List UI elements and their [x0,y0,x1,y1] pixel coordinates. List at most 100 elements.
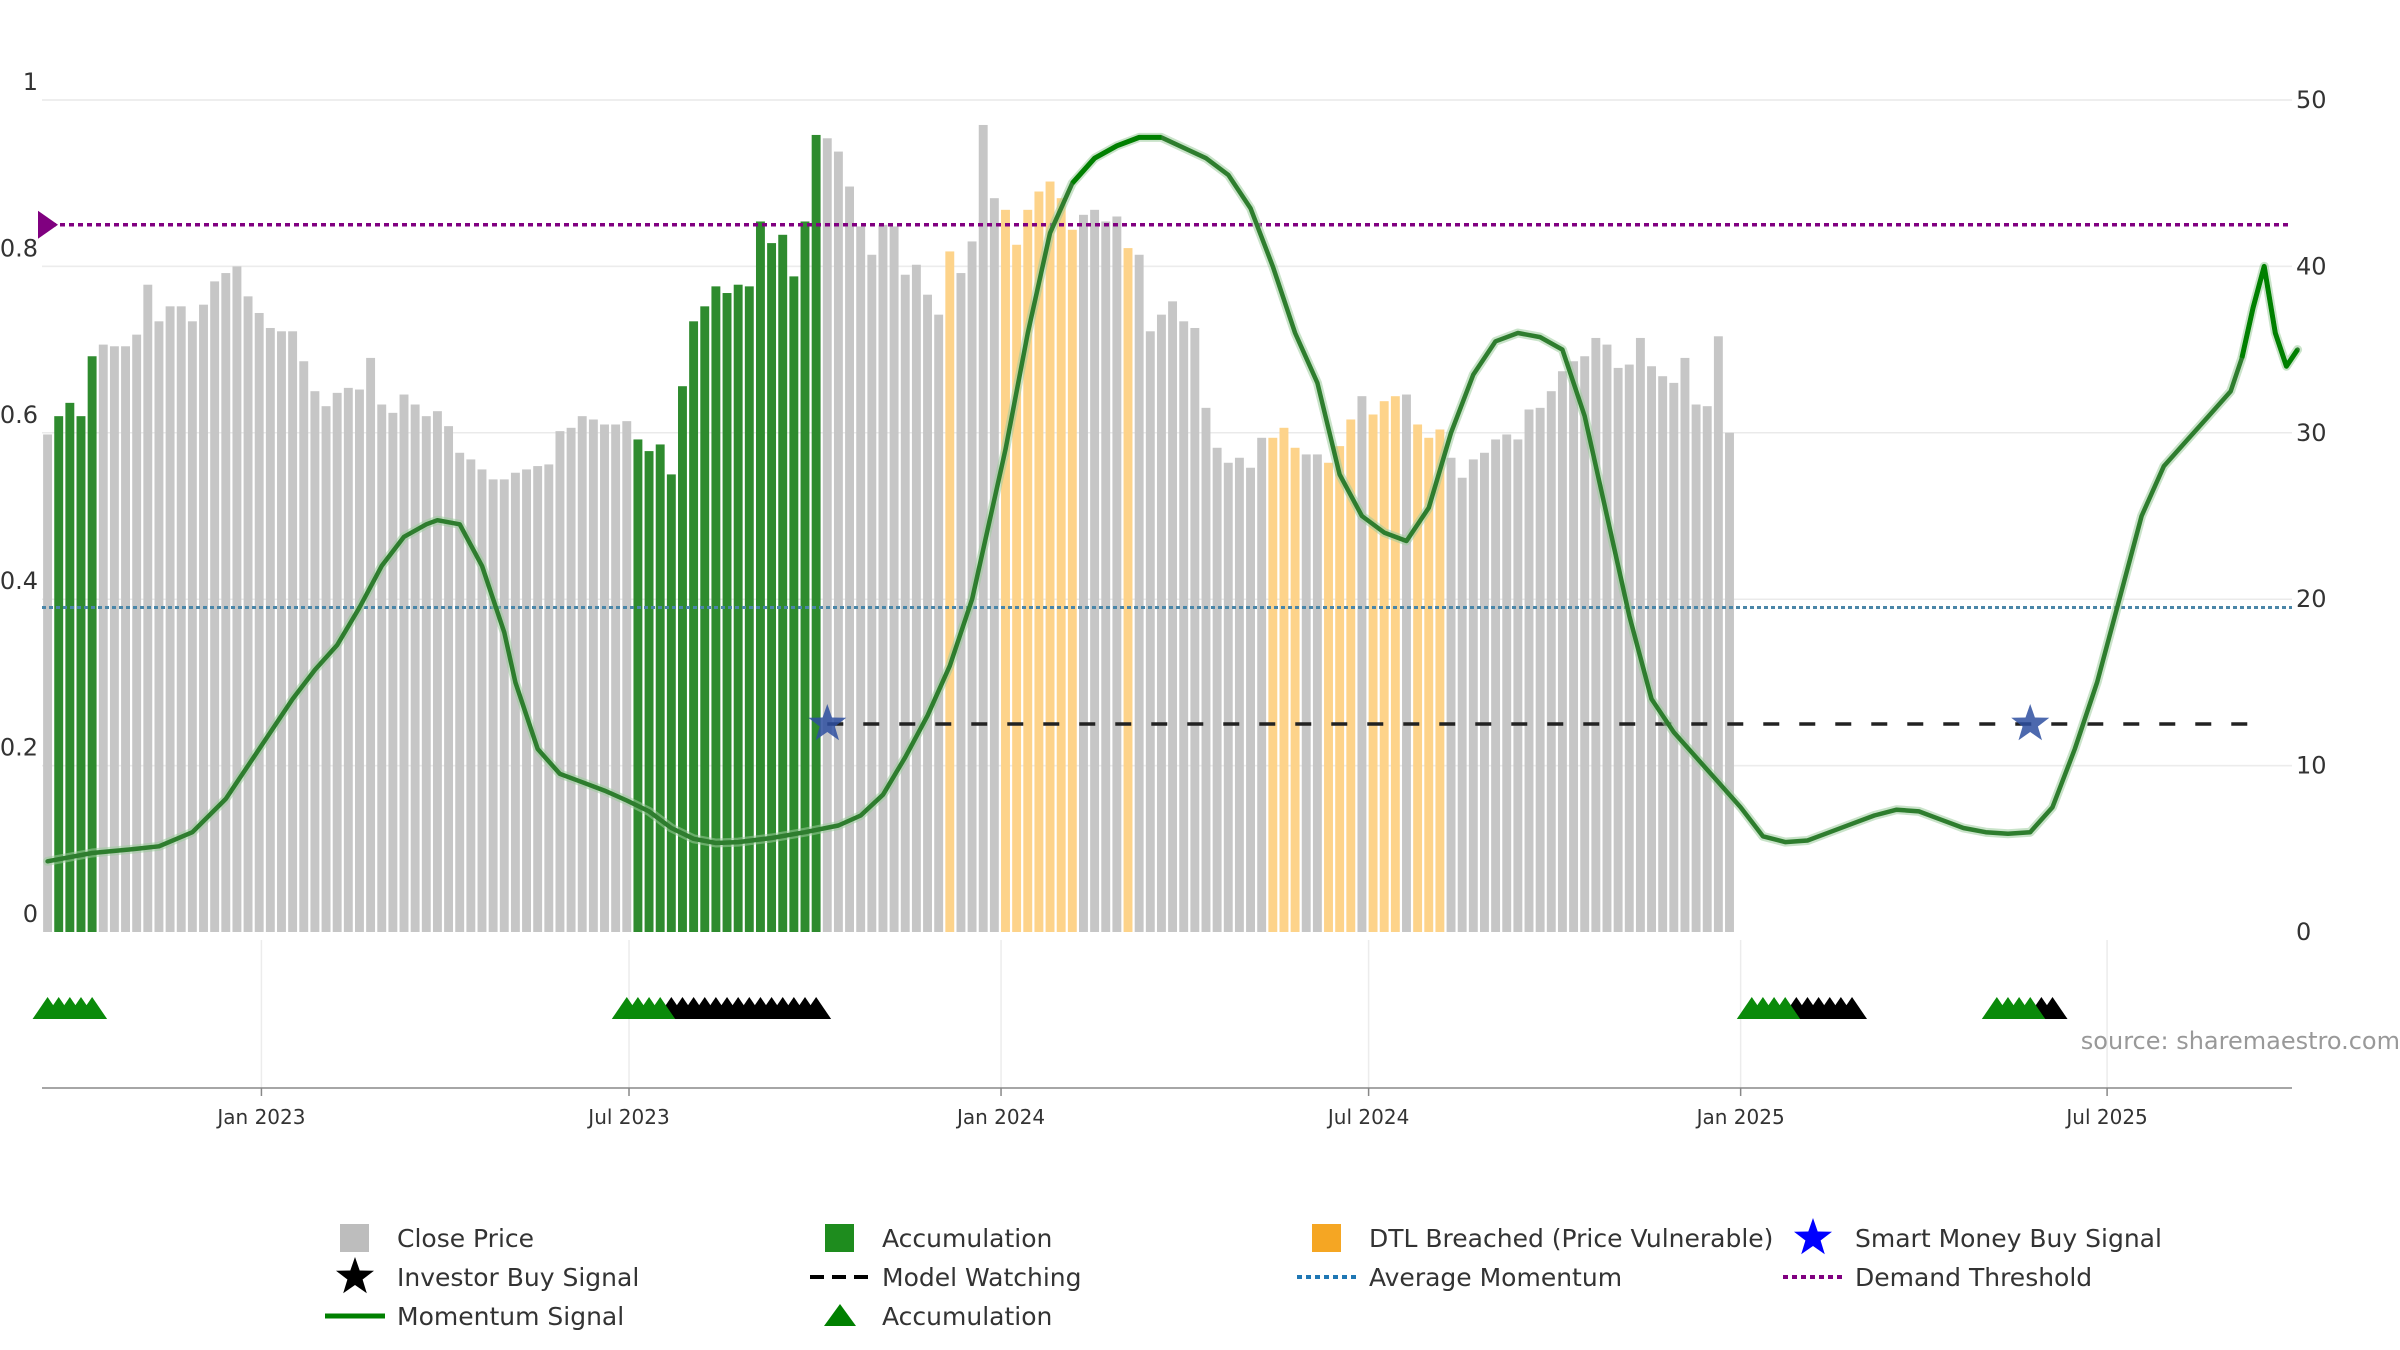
legend-item: Accumulation [824,1302,1052,1331]
left-axis-tick-label: 0.4 [0,567,38,595]
bar-close [1190,327,1200,932]
bar-close [1402,394,1411,932]
legend-label: Investor Buy Signal [397,1263,639,1292]
legend-item: Demand Threshold [1783,1263,2092,1292]
accumulation-marker [1770,997,1801,1019]
bar-close [1101,221,1111,933]
bar-close [956,273,966,932]
bar-dtl [1067,229,1077,933]
bar-acc [87,356,97,933]
bar-acc [744,286,754,932]
bar-close [1613,367,1623,932]
bar-close [1446,457,1456,932]
bar-close [455,452,465,932]
bar-close [577,416,587,932]
momentum-signal-strong [1070,134,1162,185]
bar-close [1246,467,1255,932]
legend-label: Accumulation [882,1224,1052,1253]
bar-close [1156,314,1166,932]
bar-close [1312,454,1322,932]
legend-swatch-triangle [824,1304,856,1326]
bar-close [900,274,910,933]
bar-close [499,479,509,932]
bar-close [1702,406,1712,932]
bar-close [477,469,487,932]
bar-close [1357,396,1367,932]
legend-item: Investor Buy Signal [336,1257,639,1294]
bar-close [856,226,866,933]
bar-close [1713,336,1723,933]
bar-close [833,151,843,933]
bar-acc [778,234,788,932]
bar-close [867,254,877,932]
bar-close [399,394,409,932]
bar-acc [666,474,676,932]
investor-buy-marker [801,997,832,1019]
right-axis-tick-label: 0 [2296,918,2311,946]
bar-close [1479,452,1489,932]
accumulation-marker [645,997,676,1019]
bar-close [1301,454,1311,932]
bar-close [1168,301,1178,932]
signal-markers [32,997,2068,1019]
demand-threshold-line [38,210,2292,239]
bar-close [354,389,364,932]
legend-swatch-square [1312,1224,1341,1252]
close-price-bars [43,124,1734,933]
bar-close [488,479,498,932]
bar-close [343,387,353,932]
bar-close [1201,407,1211,933]
bar-close [600,424,609,932]
bar-dtl [1413,424,1423,932]
bar-acc [54,416,64,932]
bar-close [299,361,309,932]
investor-buy-marker [1837,997,1868,1019]
bar-close [1524,409,1534,932]
source-label: source: sharemaestro.com [2081,1027,2400,1055]
bar-dtl [1268,437,1278,932]
bar-close [1546,391,1556,932]
bar-close [1602,344,1612,932]
bar-close [232,266,242,932]
bar-close [588,419,598,932]
x-axis-tick-label: Jan 2023 [215,1105,305,1129]
bar-close [1513,439,1523,932]
bar-dtl [1023,209,1033,933]
legend: Close Price Accumulation DTL Breached (Pri… [325,1218,2162,1331]
left-axis: 0 0.2 0.4 0.6 0.8 1 [0,68,38,928]
bar-close [1535,407,1545,933]
bar-dtl [1390,396,1400,932]
bar-close [934,314,944,932]
bar-close [444,426,454,932]
legend-label: Close Price [397,1224,534,1253]
bar-close [889,226,899,933]
legend-swatch-square [340,1224,369,1252]
bar-close [1635,337,1645,932]
x-axis-tick-label: Jul 2024 [1326,1105,1409,1129]
legend-swatch-star [336,1257,374,1294]
momentum-signal-strong [2239,263,2300,369]
bar-close [978,124,988,932]
bar-close [1691,404,1701,933]
bar-close [132,334,142,932]
bar-close [622,421,632,932]
bar-close [1134,254,1144,932]
bar-close [254,312,264,932]
bar-acc [811,134,821,933]
right-axis-tick-label: 50 [2296,86,2327,114]
bar-close [410,404,420,933]
smart-money-buy-signal [2011,704,2050,741]
bar-dtl [1368,414,1378,933]
smart-money-buy-signal [808,704,847,741]
right-axis: 0 10 20 30 40 50 [2296,86,2327,946]
legend-swatch-square [825,1224,854,1252]
bar-close [1569,361,1579,932]
bar-close [911,264,921,933]
bar-close [1457,477,1467,932]
bar-acc [678,386,687,932]
bar-close [989,198,999,932]
bar-close [154,321,164,932]
bar-acc [800,221,810,933]
left-axis-tick-label: 1 [23,68,38,96]
bar-close [332,392,342,932]
